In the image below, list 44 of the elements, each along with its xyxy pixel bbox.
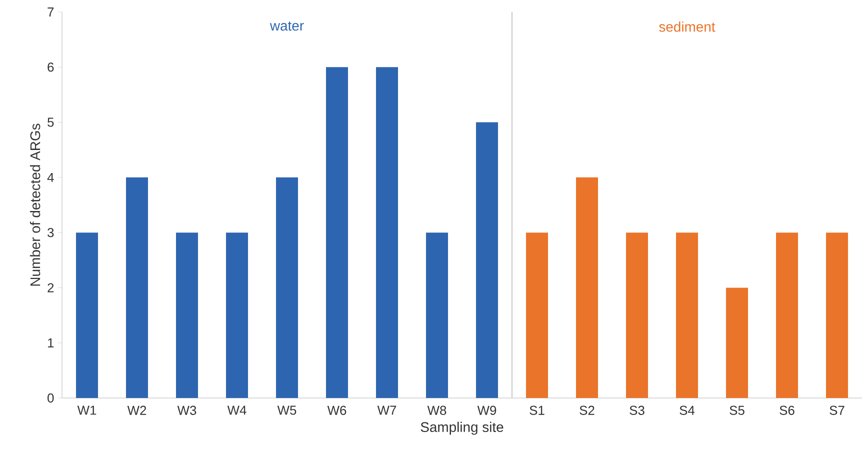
bar (826, 232, 848, 398)
bar (576, 177, 598, 398)
x-tick-label: S2 (580, 406, 594, 415)
x-tick-label: S6 (780, 406, 794, 415)
bar (76, 232, 98, 398)
x-tick-label: W7 (377, 406, 396, 415)
y-axis-title: Number of detected ARGs (30, 124, 40, 286)
x-tick-label: S5 (730, 406, 744, 415)
y-tick-label: 3 (48, 228, 54, 238)
x-tick-label: W1 (77, 406, 96, 415)
bar (526, 232, 548, 398)
x-tick-label: W2 (127, 406, 146, 415)
bar (126, 177, 148, 398)
x-tick-label: W6 (327, 406, 346, 415)
x-tick-label: W8 (427, 406, 446, 415)
bar (476, 122, 498, 398)
y-tick-label: 1 (48, 338, 54, 348)
x-tick-label: S1 (530, 406, 544, 415)
text: water (270, 22, 304, 31)
x-tick-label: W5 (277, 406, 296, 415)
x-tick-label: W4 (227, 406, 246, 415)
bar (726, 288, 748, 398)
x-axis-title: Sampling site (420, 422, 504, 435)
x-tick-label: S7 (830, 406, 844, 415)
bar (776, 232, 798, 398)
bar (176, 232, 198, 398)
x-tick-label: W9 (477, 406, 496, 415)
bar (626, 232, 648, 398)
y-tick-label: 7 (48, 8, 54, 16)
y-tick-label: 2 (48, 283, 54, 292)
bar (426, 232, 448, 398)
x-tick-label: W3 (177, 406, 196, 415)
x-tick-label: S3 (630, 406, 644, 415)
y-tick-label: 0 (48, 393, 54, 403)
bar (326, 67, 348, 398)
bar (676, 232, 698, 398)
text: sediment (659, 22, 716, 32)
y-tick-label: 6 (48, 62, 54, 72)
bar (226, 232, 248, 398)
x-tick-label: S4 (680, 406, 695, 415)
bar (276, 177, 298, 398)
bar (376, 67, 398, 398)
y-tick-label: 4 (47, 172, 54, 182)
y-tick-label: 5 (48, 118, 54, 127)
